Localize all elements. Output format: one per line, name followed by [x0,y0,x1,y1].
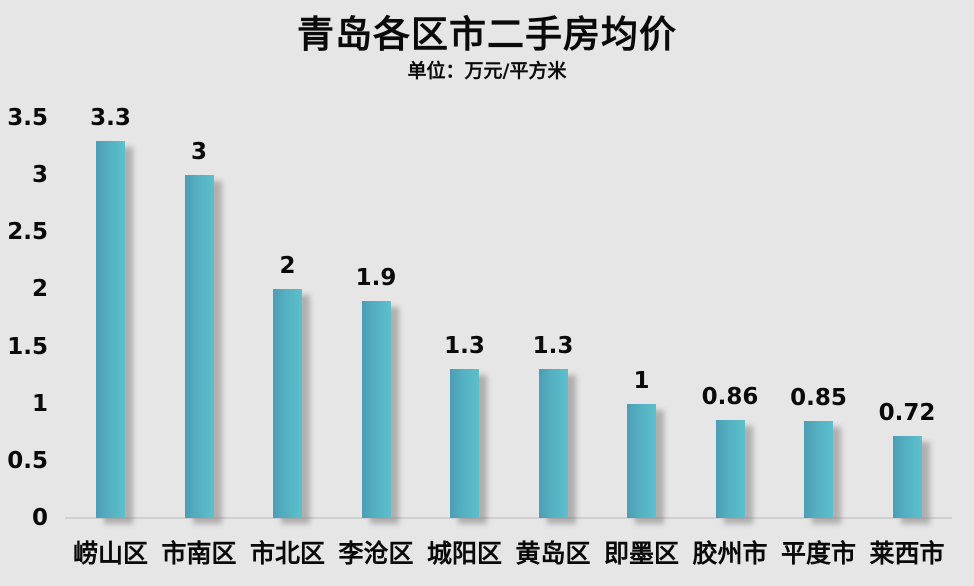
chart-title: 青岛各区市二手房均价 [297,13,677,56]
bar-即墨区 [627,404,656,518]
bar-崂山区 [96,141,125,518]
y-tick-label: 0 [31,505,48,531]
y-tick-label: 3 [31,162,48,189]
bar-莱西市 [892,436,922,518]
y-tick-label: 3.5 [7,105,48,131]
bar-平度市 [804,421,833,518]
bar-value-label: 3.3 [90,105,131,131]
x-category-label: 城阳区 [426,539,502,568]
bar-城阳区 [450,369,479,518]
bar-胶州市 [715,420,745,518]
y-tick-label: 2.5 [7,219,48,246]
chart-subtitle: 单位：万元/平方米 [407,60,567,82]
x-category-label: 莱西市 [869,539,945,568]
y-tick-label: 2 [31,276,48,303]
y-tick-label: 0.5 [7,447,48,474]
bar-市北区 [273,289,302,518]
x-category-label: 市北区 [249,539,325,568]
bar-value-label: 0.85 [790,385,847,411]
x-category-label: 黄岛区 [515,539,591,568]
bar-value-label: 1 [633,368,650,394]
bar-value-label: 0.72 [878,400,936,426]
x-category-label: 李沧区 [338,539,414,568]
x-axis-line [65,517,952,519]
bar-value-label: 1.3 [532,333,574,359]
bar-市南区 [184,175,214,518]
bar-黄岛区 [538,369,568,518]
x-category-label: 即墨区 [603,539,679,568]
y-tick-label: 1.5 [7,333,48,360]
bar-value-label: 0.86 [701,384,759,410]
bar-value-label: 3 [190,139,207,165]
bar-李沧区 [361,301,391,518]
x-category-label: 胶州市 [692,539,768,568]
bar-value-label: 1.3 [444,333,485,359]
y-tick-label: 1 [31,390,48,417]
bar-value-label: 1.9 [355,265,397,291]
x-category-label: 崂山区 [72,539,148,568]
bar-value-label: 2 [279,253,296,279]
x-category-label: 平度市 [780,539,856,568]
x-category-label: 市南区 [161,539,237,568]
